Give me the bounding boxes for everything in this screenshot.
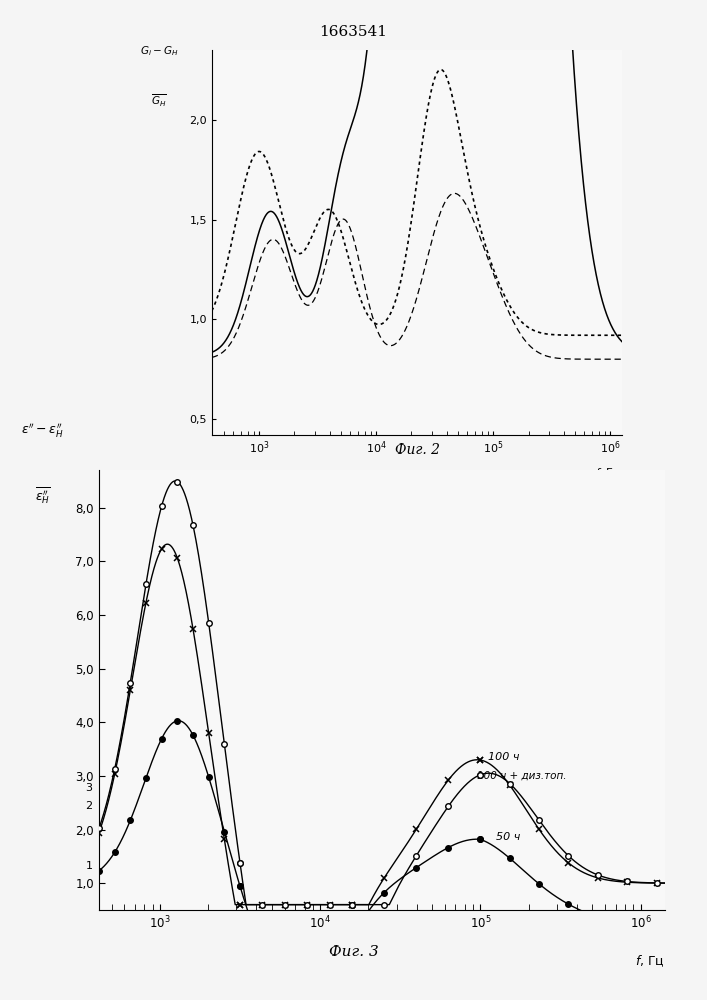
Text: $\overline{\varepsilon_H''}$: $\overline{\varepsilon_H''}$ xyxy=(35,485,50,506)
Text: $f$, Гц: $f$, Гц xyxy=(635,954,665,969)
Text: 2: 2 xyxy=(86,801,93,811)
Text: $\overline{G_H}$: $\overline{G_H}$ xyxy=(151,92,167,109)
Text: 3: 3 xyxy=(86,783,93,793)
Text: 1663541: 1663541 xyxy=(320,25,387,39)
Text: Фиг. 2: Фиг. 2 xyxy=(395,443,440,457)
Text: $\varepsilon'' - \varepsilon_H''$: $\varepsilon'' - \varepsilon_H''$ xyxy=(21,421,64,439)
Text: 100 ч: 100 ч xyxy=(489,752,520,762)
Text: 100 ч + диз.топ.: 100 ч + диз.топ. xyxy=(477,771,566,781)
Text: $G_i-G_H$: $G_i-G_H$ xyxy=(139,44,178,58)
Text: 50 ч: 50 ч xyxy=(496,832,521,842)
Text: $f$, Гц: $f$, Гц xyxy=(595,466,622,479)
Text: Фиг. 3: Фиг. 3 xyxy=(329,945,378,959)
Text: 1: 1 xyxy=(86,861,93,871)
